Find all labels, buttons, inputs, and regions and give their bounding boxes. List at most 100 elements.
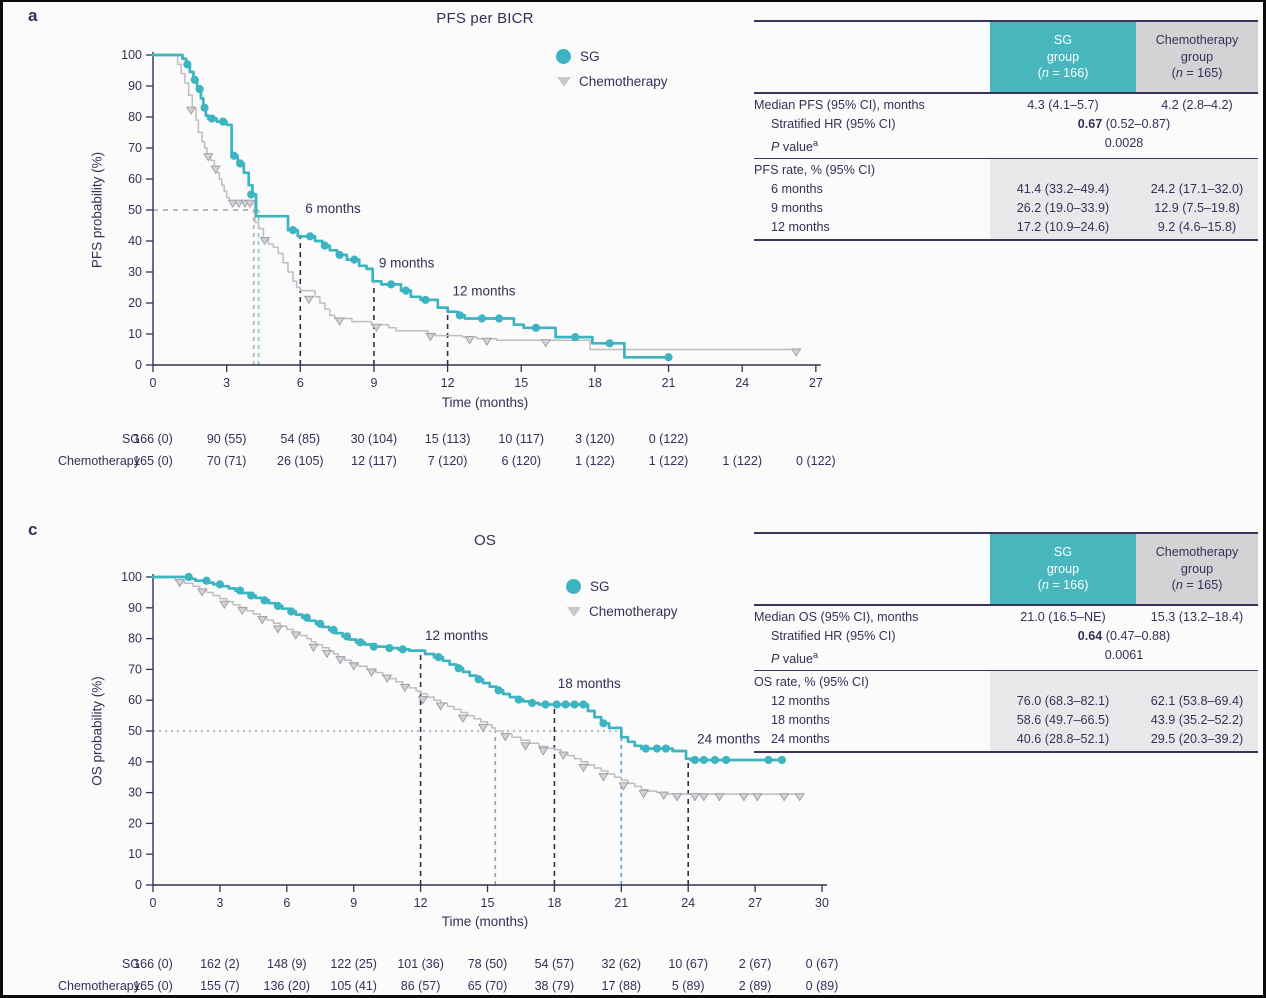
- legend-chemo-label: Chemotherapy: [589, 604, 678, 619]
- legend-chemo-label: Chemotherapy: [579, 74, 668, 89]
- sg-censor-mark: [541, 700, 550, 709]
- sg-censor-mark: [218, 117, 228, 126]
- chemo-censor-mark: [227, 199, 238, 209]
- chemo-censor-mark: [259, 236, 270, 246]
- sg-censor-mark: [599, 719, 608, 728]
- header-chemotherapy-group: Chemotherapy group (n = 165): [1136, 534, 1258, 604]
- rate-row: 12 months 76.0 (68.3–82.1) 62.1 (53.8–69…: [771, 694, 1244, 709]
- header-empty-cell: [754, 22, 990, 92]
- chemo-censor-mark: [671, 793, 683, 802]
- sg-censor-mark: [552, 700, 561, 709]
- sg-censor-mark: [184, 572, 193, 582]
- x-tick-label: 12: [441, 376, 455, 390]
- x-tick-label: 21: [662, 376, 676, 390]
- sg-censor-mark: [320, 241, 329, 250]
- chemo-censor-mark: [308, 643, 319, 653]
- x-tick-label: 0: [150, 376, 157, 390]
- chemo-censor-mark: [210, 165, 221, 174]
- y-tick-label: 40: [128, 234, 142, 248]
- chemo-censor-mark: [435, 702, 446, 711]
- sg-censor-mark: [514, 695, 523, 704]
- x-tick-label: 9: [350, 896, 357, 910]
- legend-item-chemotherapy: Chemotherapy: [556, 69, 668, 94]
- median-row: Median OS (95% CI), months 21.0 (16.5–NE…: [754, 606, 1258, 627]
- sg-censor-mark: [401, 286, 410, 295]
- chemo-censor-mark: [174, 579, 185, 588]
- pfs-x-axis-label: Time (months): [441, 395, 529, 410]
- stats-table-header: SG group (n = 166) Chemotherapy group (n…: [754, 20, 1258, 94]
- timepoint-annotation: 18 months: [558, 676, 621, 691]
- sg-censor-mark: [335, 250, 344, 260]
- sg-censor-mark: [528, 698, 537, 708]
- sg-censor-mark: [215, 580, 224, 589]
- sg-censor-mark: [722, 755, 731, 765]
- sg-censor-mark: [477, 314, 487, 323]
- chemo-censor-mark: [185, 106, 197, 116]
- y-tick-label: 50: [128, 724, 142, 738]
- sg-censor-mark: [190, 75, 199, 84]
- chemo-censor-mark: [382, 674, 393, 683]
- median-chemo-value: 4.2 (2.8–4.2): [1161, 98, 1233, 112]
- pfs-km-chart: 0 10 20 30 40 50 60 70 80 90 100 0 3 6 9 12 15 18 21 24 27 6 …: [121, 48, 823, 390]
- sg-censor-mark: [316, 619, 325, 628]
- chemo-censor-mark: [425, 333, 436, 342]
- rate-header-row: PFS rate, % (95% CI): [754, 159, 1258, 180]
- sg-censor-mark: [421, 295, 430, 304]
- y-tick-label: 60: [128, 172, 142, 186]
- stats-table-header: SG group (n = 166) Chemotherapy group (n…: [754, 532, 1258, 606]
- header-sg-group: SG group (n = 166): [990, 22, 1136, 92]
- x-tick-label: 24: [735, 376, 749, 390]
- x-tick-label: 30: [815, 896, 829, 910]
- os-legend: SG Chemotherapy: [566, 574, 678, 624]
- sg-censor-mark: [570, 700, 579, 709]
- chemo-censor-mark: [237, 606, 248, 616]
- sg-censor-mark: [652, 744, 662, 753]
- x-tick-label: 6: [283, 896, 290, 910]
- rate-row: 12 months 17.2 (10.9–24.6) 9.2 (4.6–15.8…: [771, 220, 1237, 235]
- sg-censor-mark: [571, 333, 580, 342]
- sg-censor-mark: [329, 625, 338, 635]
- sg-censor-mark: [641, 744, 650, 753]
- pfs-y-axis-label: PFS probability (%): [89, 151, 105, 269]
- header-empty-cell: [754, 534, 990, 604]
- sg-censor-mark: [369, 642, 378, 651]
- p-value: 0.0061: [1104, 648, 1144, 662]
- chemo-censor-mark: [348, 662, 359, 671]
- chemo-censor-mark: [272, 625, 283, 634]
- x-tick-label: 18: [588, 376, 602, 390]
- y-tick-label: 20: [128, 816, 142, 830]
- panel-a-label: a: [28, 6, 38, 25]
- chemo-censor-mark: [290, 631, 301, 640]
- rate-header: PFS rate, % (95% CI): [754, 163, 876, 178]
- y-tick-label: 80: [128, 110, 142, 124]
- sg-circle-icon: [566, 579, 581, 594]
- sg-censor-mark: [387, 280, 396, 289]
- chemo-censor-mark: [598, 773, 609, 782]
- sg-censor-mark: [306, 232, 315, 241]
- os-km-chart: 0 10 20 30 40 50 60 70 80 90 100 0 3 6 9 12 15 18 21 24 27 30…: [121, 570, 829, 910]
- median-chemo-value: 15.3 (13.2–18.4): [1150, 610, 1244, 624]
- chemo-censor-mark: [638, 790, 649, 799]
- rate-row: 9 months 26.2 (19.0–33.9) 12.9 (7.5–19.8…: [771, 201, 1240, 216]
- sg-censor-mark: [690, 755, 699, 765]
- sg-circle-icon: [556, 49, 571, 64]
- chemo-censor-mark: [778, 793, 790, 802]
- os-x-axis-label: Time (months): [441, 914, 529, 929]
- chemo-censor-mark: [794, 793, 805, 802]
- chemo-censor-mark: [417, 696, 428, 705]
- chemotherapy-curve: [152, 576, 801, 795]
- p-value-row: P valuea 0.0061: [754, 646, 1258, 669]
- legend-sg-label: SG: [590, 579, 610, 594]
- chemo-censor-mark: [538, 747, 549, 756]
- page-frame-left: [0, 0, 3, 998]
- chemo-censor-mark: [791, 348, 802, 357]
- chemo-censor-mark: [477, 723, 489, 733]
- chemotherapy-curve: [152, 54, 797, 351]
- sg-censor-mark: [207, 114, 217, 123]
- chemo-censor-mark: [335, 656, 346, 665]
- chemo-censor-mark: [618, 782, 629, 791]
- hr-value: 0.67 (0.52–0.87): [1077, 117, 1171, 131]
- panel-a-pfs: a PFS per BICR 0 10 20 30 40 50 60 70 80 90 100 0 3 6…: [28, 6, 1258, 468]
- rate-row: 18 months 58.6 (49.7–66.5) 43.9 (35.2–52…: [771, 713, 1244, 728]
- pfs-stats-table: SG group (n = 166) Chemotherapy group (n…: [754, 20, 1258, 242]
